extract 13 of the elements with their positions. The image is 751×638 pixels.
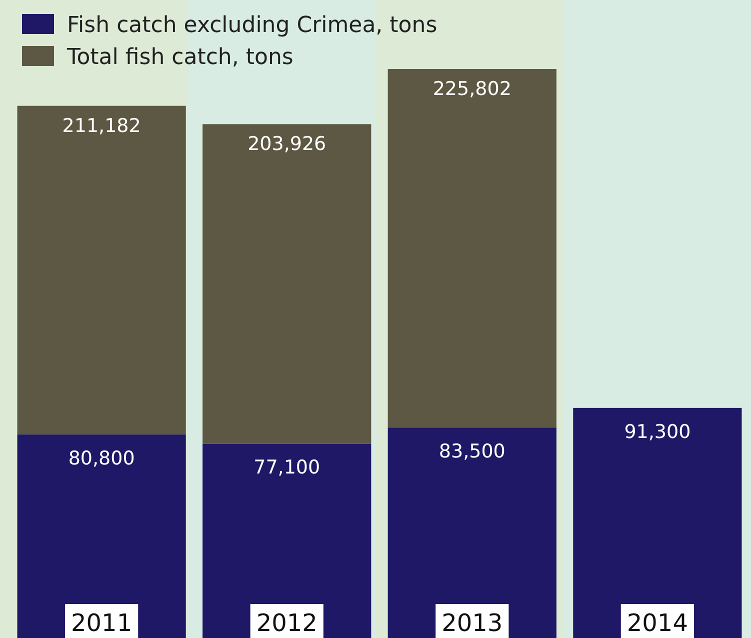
data-label: 91,300 [624,420,691,443]
legend-label: Fish catch excluding Crimea, tons [67,13,438,38]
data-label: 77,100 [254,456,320,479]
x-tick-label: 2012 [256,609,318,637]
total-label: 203,926 [248,133,326,156]
legend-label: Total fish catch, tons [66,45,294,70]
data-label: 80,800 [68,447,135,470]
total-label: 211,182 [62,114,141,137]
data-label: 83,500 [438,440,506,463]
x-tick-label: 2011 [71,609,132,637]
x-tick-label: 2013 [442,609,503,637]
total-label: 225,802 [432,78,512,100]
x-tick-label: 2014 [626,609,688,637]
